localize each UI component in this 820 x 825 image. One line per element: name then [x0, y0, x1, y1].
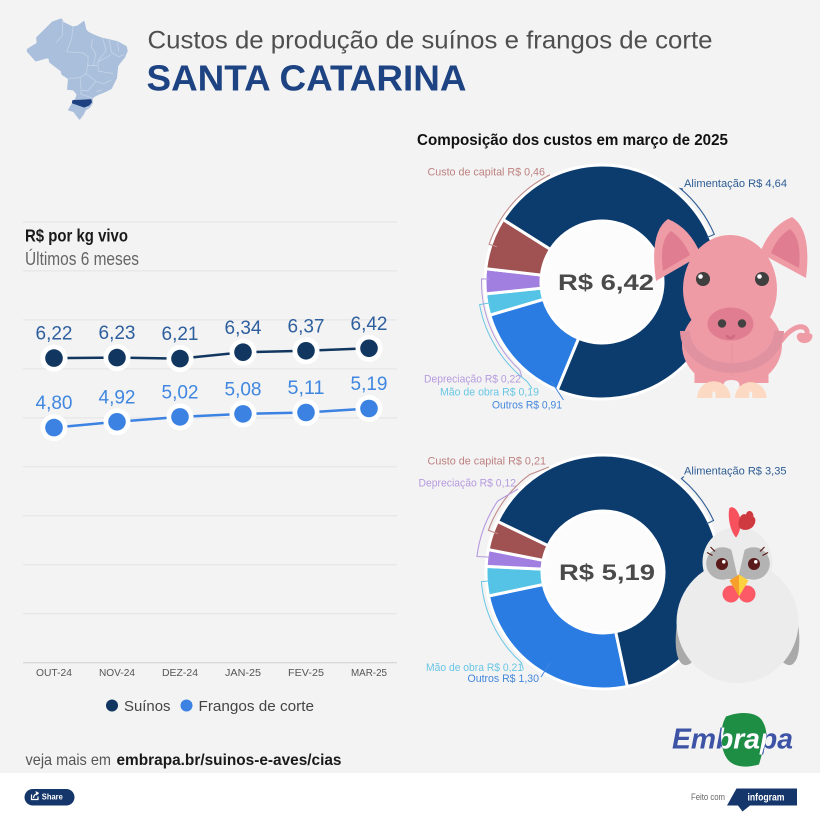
- svg-text:6,23: 6,23: [99, 322, 136, 344]
- svg-text:Outros R$ 0,91: Outros R$ 0,91: [492, 400, 562, 412]
- svg-text:Alimentação R$ 4,64: Alimentação R$ 4,64: [684, 178, 787, 190]
- svg-text:6,22: 6,22: [36, 323, 73, 345]
- svg-text:R$ por kg vivo: R$ por kg vivo: [25, 226, 128, 246]
- svg-text:Últimos 6 meses: Últimos 6 meses: [25, 248, 139, 269]
- svg-text:Share: Share: [42, 791, 63, 801]
- svg-text:Depreciação R$ 0,12: Depreciação R$ 0,12: [419, 478, 517, 490]
- svg-text:5,19: 5,19: [351, 373, 388, 395]
- svg-text:4,80: 4,80: [36, 392, 73, 414]
- svg-text:5,08: 5,08: [225, 379, 262, 401]
- svg-text:DEZ-24: DEZ-24: [162, 668, 198, 679]
- svg-text:Composição dos custos em março: Composição dos custos em março de 2025: [417, 132, 728, 149]
- svg-text:Mão de obra R$ 0,19: Mão de obra R$ 0,19: [440, 387, 539, 399]
- svg-text:SANTA CATARINA: SANTA CATARINA: [147, 58, 467, 99]
- svg-text:5,11: 5,11: [288, 377, 325, 399]
- svg-text:6,34: 6,34: [225, 317, 262, 339]
- svg-text:6,37: 6,37: [288, 315, 325, 337]
- svg-text:Frangos de corte: Frangos de corte: [199, 698, 315, 715]
- svg-text:6,42: 6,42: [351, 313, 388, 335]
- svg-text:Depreciação R$ 0,22: Depreciação R$ 0,22: [424, 374, 521, 386]
- svg-text:infogram: infogram: [748, 792, 785, 804]
- svg-text:Suínos: Suínos: [124, 698, 171, 715]
- svg-text:NOV-24: NOV-24: [99, 668, 135, 679]
- svg-text:FEV-25: FEV-25: [288, 668, 324, 679]
- svg-text:MAR-25: MAR-25: [351, 668, 387, 679]
- svg-text:R$ 6,42: R$ 6,42: [558, 270, 654, 295]
- svg-text:Mão de obra R$ 0,21: Mão de obra R$ 0,21: [426, 662, 523, 674]
- svg-text:Alimentação R$ 3,35: Alimentação R$ 3,35: [684, 466, 787, 478]
- svg-text:5,02: 5,02: [162, 382, 199, 404]
- svg-text:JAN-25: JAN-25: [225, 668, 261, 679]
- svg-text:embrapa.br/suinos-e-aves/cias: embrapa.br/suinos-e-aves/cias: [117, 752, 342, 769]
- svg-text:Feito com: Feito com: [691, 792, 725, 802]
- svg-text:Outros R$ 1,30: Outros R$ 1,30: [468, 673, 540, 685]
- svg-text:Embrapa: Embrapa: [672, 724, 793, 756]
- svg-text:Custos de produção de suínos e: Custos de produção de suínos e frangos d…: [148, 27, 713, 55]
- svg-text:6,21: 6,21: [162, 323, 199, 345]
- svg-text:veja mais em: veja mais em: [26, 752, 112, 769]
- svg-text:R$ 5,19: R$ 5,19: [559, 560, 655, 585]
- svg-text:4,92: 4,92: [99, 386, 136, 408]
- svg-text:Custo de capital R$ 0,46: Custo de capital R$ 0,46: [428, 167, 546, 179]
- svg-text:OUT-24: OUT-24: [36, 668, 72, 679]
- svg-text:Custo de capital R$ 0,21: Custo de capital R$ 0,21: [428, 456, 547, 468]
- svg-text:Embrapa: Embrapa: [672, 724, 793, 756]
